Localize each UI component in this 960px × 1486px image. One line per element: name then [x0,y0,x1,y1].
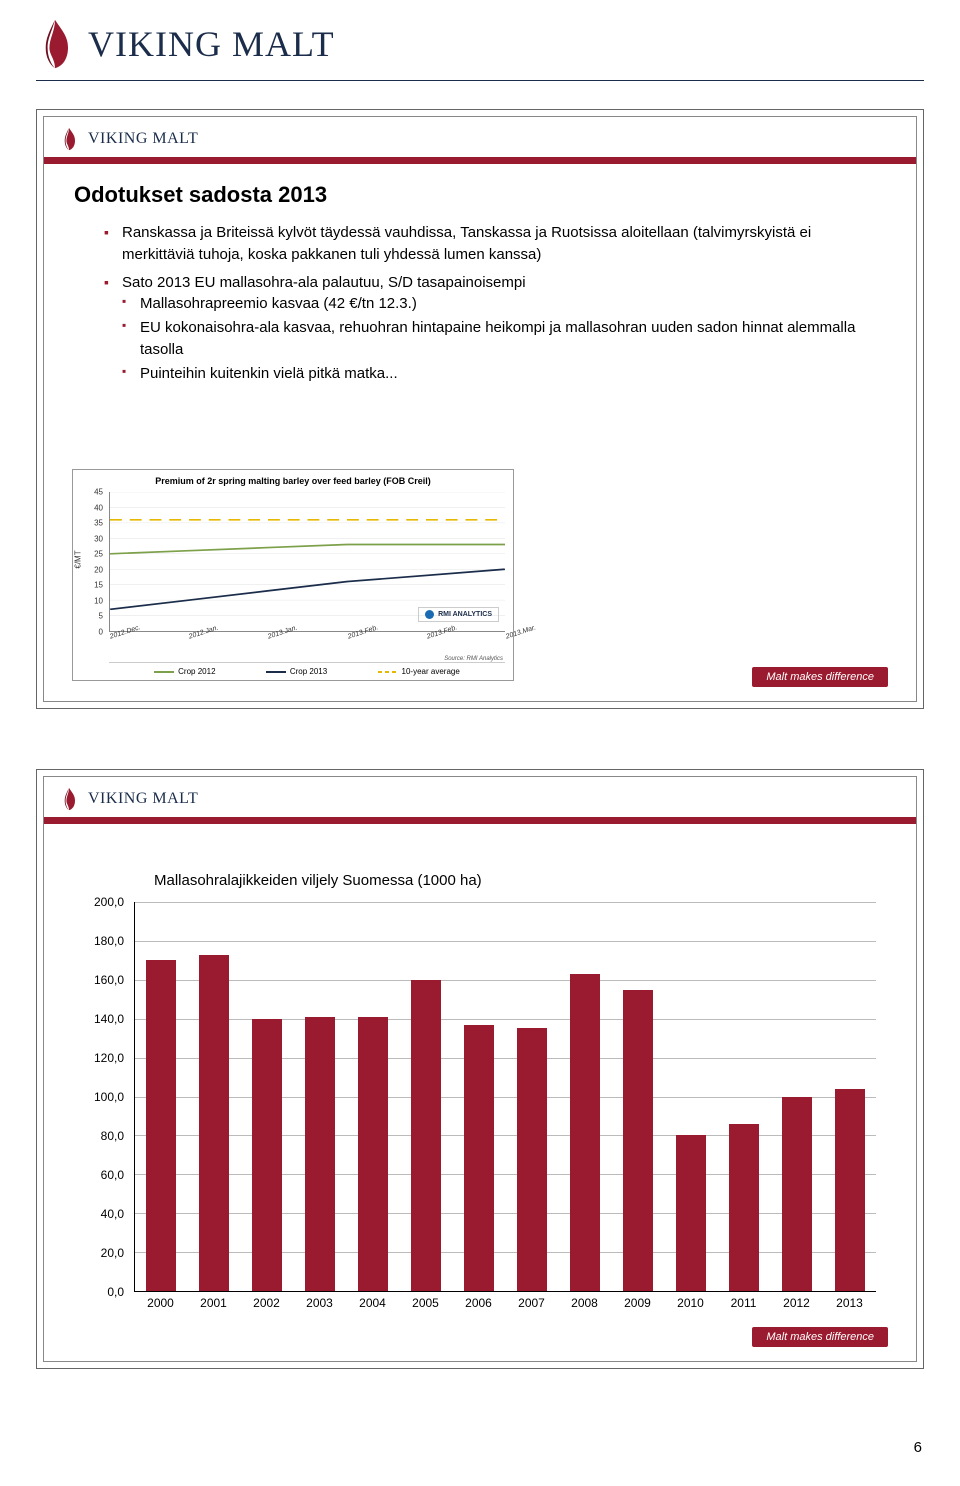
bullet-item: Sato 2013 EU mallasohra-ala palautuu, S/… [104,272,876,385]
slide-1: VIKING MALT Odotukset sadosta 2013 Ransk… [43,116,917,702]
rmi-analytics-badge: RMI ANALYTICS [418,607,499,622]
slide-brand-label: VIKING MALT [88,790,198,808]
viking-flame-icon [60,787,78,811]
bar [835,1089,865,1291]
bar-chart-yticks: 0,020,040,060,080,0100,0120,0140,0160,01… [78,902,128,1292]
slide-1-stage: VIKING MALT Odotukset sadosta 2013 Ransk… [36,109,924,709]
bar [464,1025,494,1291]
premium-chart-legend: Crop 2012 Crop 2013 10-year average [109,662,505,676]
bar [252,1019,282,1291]
legend-item: Crop 2012 [154,667,215,676]
rmi-dot-icon [425,610,434,619]
page-number: 6 [0,1429,960,1486]
bullet-subitem: Puinteihin kuitenkin vielä pitkä matka..… [122,363,876,385]
bar-chart: Mallasohralajikkeiden viljely Suomessa (… [44,842,916,1352]
slide-2-header: VIKING MALT [44,777,916,817]
footer-tag: Malt makes difference [752,1327,888,1347]
bullet-subitem: EU kokonaisohra-ala kasvaa, rehuohran hi… [122,317,876,361]
viking-flame-icon [60,127,78,151]
slide-brand-label: VIKING MALT [88,130,198,148]
slide-1-title: Odotukset sadosta 2013 [44,182,916,222]
brand-title: VIKING MALT [88,23,335,65]
bar [517,1028,547,1291]
bar [570,974,600,1291]
bar-chart-xlabels: 2000200120022003200420052006200720082009… [134,1296,876,1314]
page-brand-header: VIKING MALT [0,0,960,80]
premium-chart-xlabels: 2012.Dec.2012.Jan.2013.Jan.2013.Feb.2013… [109,634,505,646]
bullet-subitem: Mallasohrapreemio kasvaa (42 €/tn 12.3.) [122,293,876,315]
slide-divider [44,817,916,824]
legend-item: Crop 2013 [266,667,327,676]
bullet-item: Ranskassa ja Briteissä kylvöt täydessä v… [104,222,876,266]
bar [782,1097,812,1292]
premium-chart-yticks: 051015202530354045 [75,492,105,632]
bar [623,990,653,1291]
brand-divider [36,80,924,81]
slide-1-bullets: Ranskassa ja Briteissä kylvöt täydessä v… [44,222,916,384]
legend-item: 10-year average [378,667,460,676]
bar [729,1124,759,1291]
premium-chart-title: Premium of 2r spring malting barley over… [73,470,513,488]
footer-tag: Malt makes difference [752,667,888,687]
viking-flame-icon [36,18,74,70]
bar [676,1135,706,1291]
slide-2: VIKING MALT Mallasohralajikkeiden viljel… [43,776,917,1362]
bar [199,955,229,1291]
slide-2-stage: VIKING MALT Mallasohralajikkeiden viljel… [36,769,924,1369]
rmi-label: RMI ANALYTICS [438,611,492,618]
bar-chart-plot [134,902,876,1292]
bar [305,1017,335,1291]
bar [358,1017,388,1291]
bar [146,960,176,1291]
slide-1-header: VIKING MALT [44,117,916,157]
bar-chart-title: Mallasohralajikkeiden viljely Suomessa (… [84,872,876,903]
premium-chart: Premium of 2r spring malting barley over… [72,469,514,681]
slide-divider [44,157,916,164]
bar [411,980,441,1291]
